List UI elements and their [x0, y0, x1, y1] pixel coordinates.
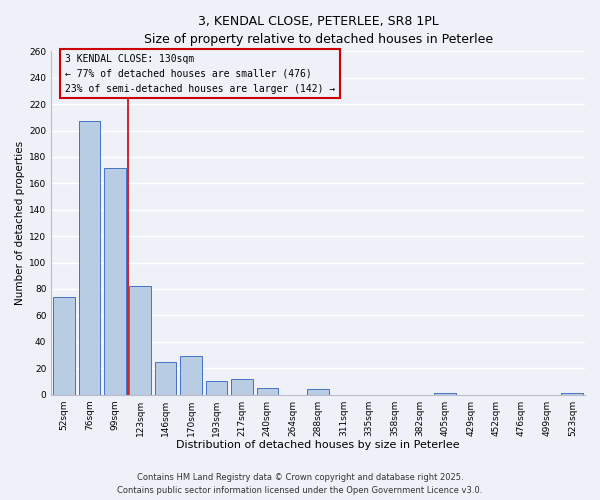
X-axis label: Distribution of detached houses by size in Peterlee: Distribution of detached houses by size … — [176, 440, 460, 450]
Bar — [79, 122, 100, 394]
Bar — [231, 379, 253, 394]
Text: 3 KENDAL CLOSE: 130sqm
← 77% of detached houses are smaller (476)
23% of semi-de: 3 KENDAL CLOSE: 130sqm ← 77% of detached… — [65, 54, 335, 94]
Bar — [130, 286, 151, 395]
Bar — [104, 168, 125, 394]
Bar — [257, 388, 278, 394]
Bar — [206, 382, 227, 394]
Bar — [155, 362, 176, 394]
Bar — [53, 297, 75, 394]
Y-axis label: Number of detached properties: Number of detached properties — [15, 141, 25, 305]
Title: 3, KENDAL CLOSE, PETERLEE, SR8 1PL
Size of property relative to detached houses : 3, KENDAL CLOSE, PETERLEE, SR8 1PL Size … — [143, 15, 493, 46]
Bar — [307, 390, 329, 394]
Bar — [180, 356, 202, 395]
Text: Contains HM Land Registry data © Crown copyright and database right 2025.
Contai: Contains HM Land Registry data © Crown c… — [118, 474, 482, 495]
